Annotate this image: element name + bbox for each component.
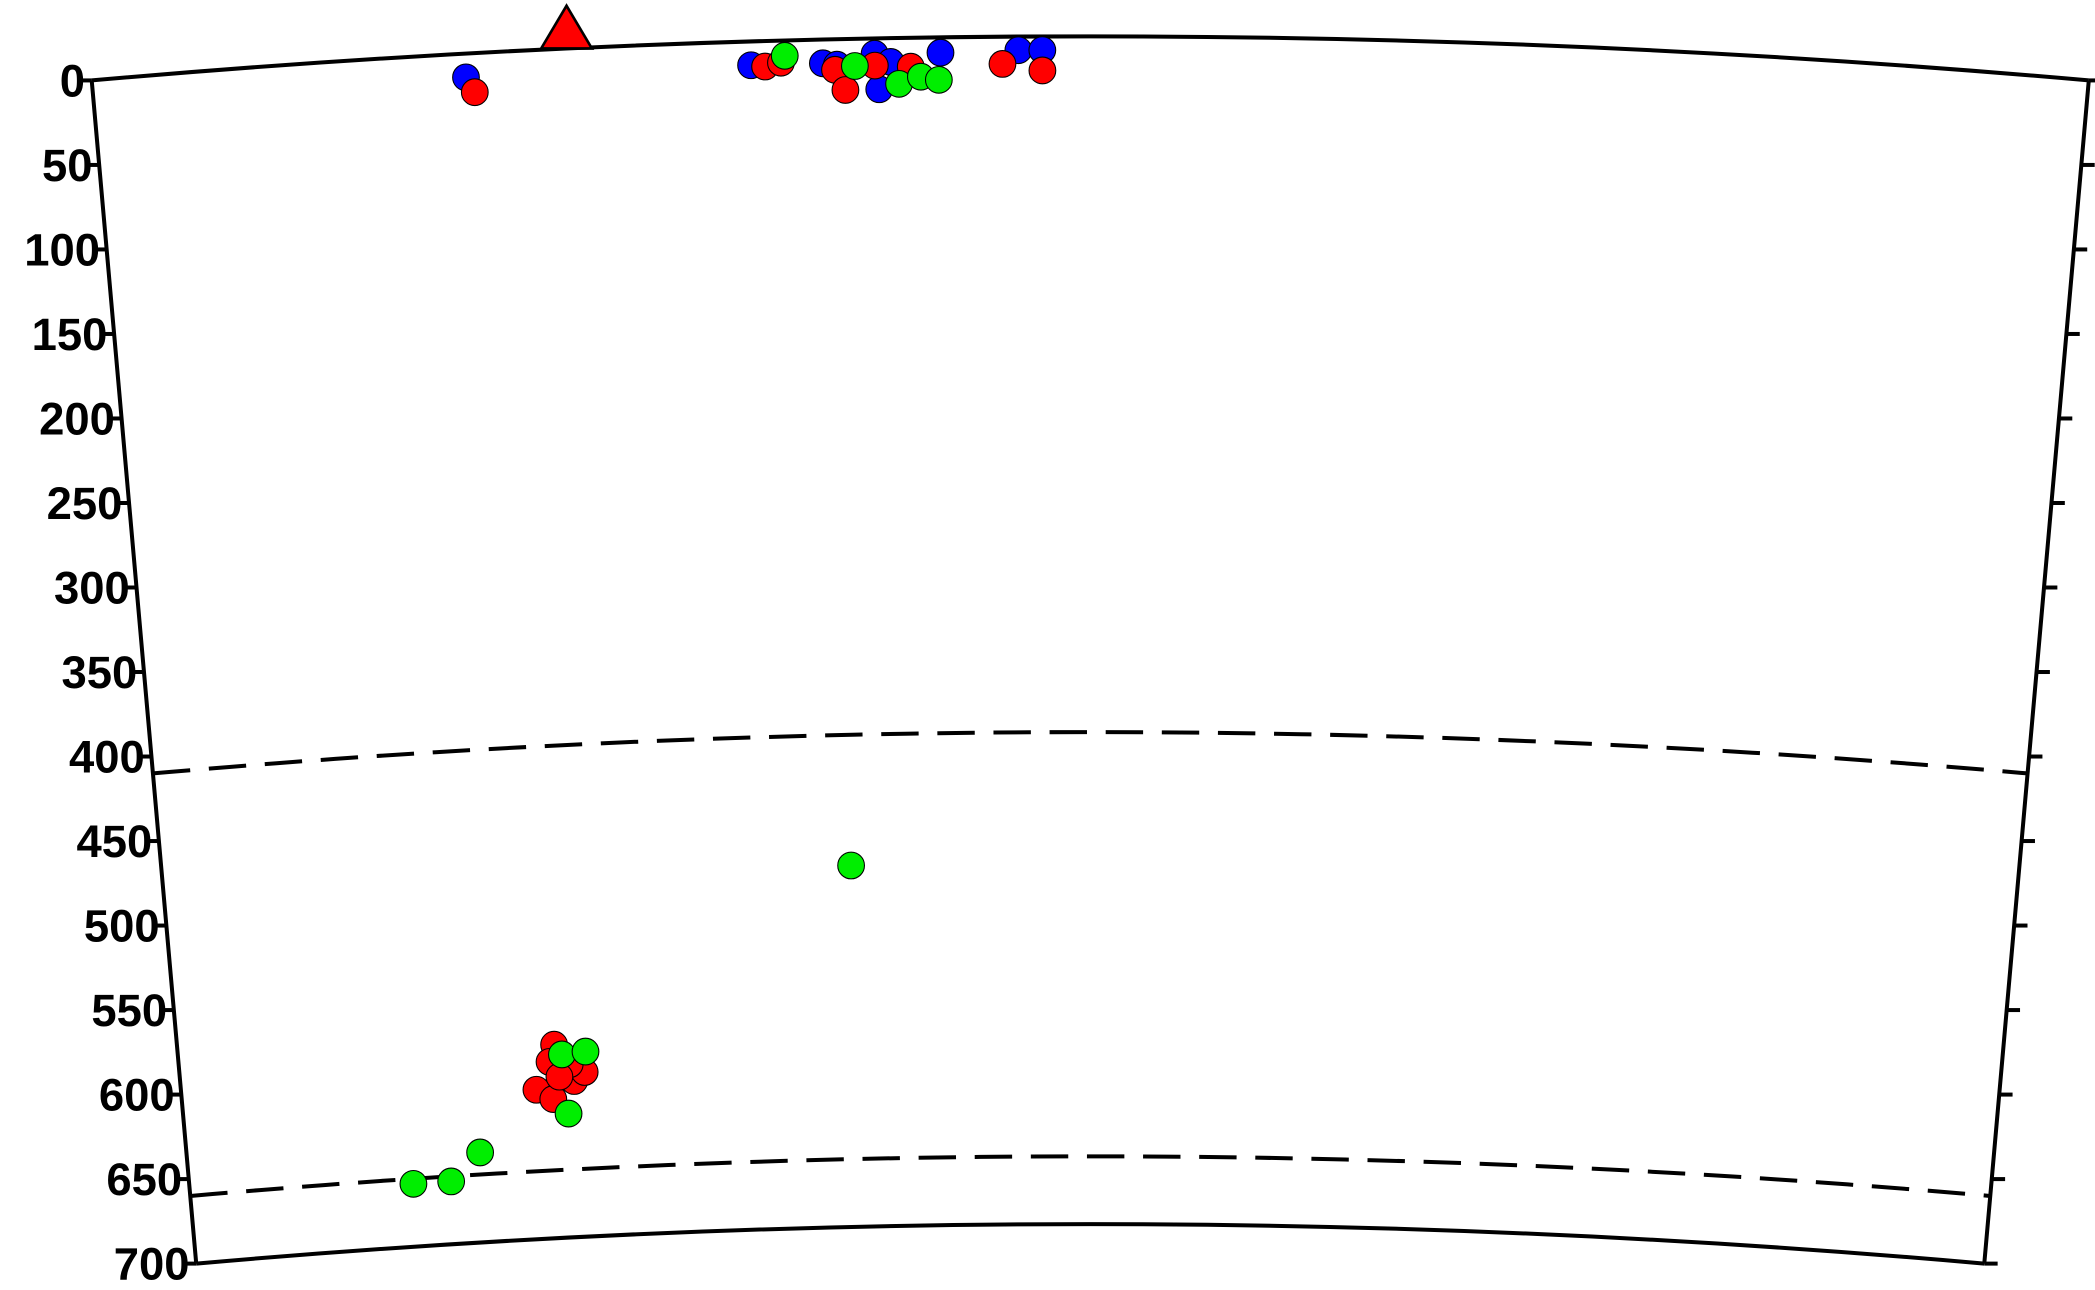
event: [571, 1037, 600, 1066]
event: [770, 41, 799, 70]
event: [554, 1099, 583, 1128]
y-tick-label: 0: [60, 55, 85, 106]
event: [548, 1040, 576, 1069]
y-tick-label: 350: [62, 647, 138, 698]
event: [831, 76, 860, 104]
station: [538, 3, 595, 50]
event: [988, 50, 1017, 78]
event: [399, 1169, 428, 1198]
y-tick-label: 550: [91, 985, 167, 1036]
event: [837, 851, 865, 880]
discontinuity: [152, 730, 2028, 776]
y-tick-label: 700: [114, 1239, 190, 1290]
y-tick-label: 200: [39, 393, 115, 444]
event: [924, 65, 953, 94]
y-tick-label: 50: [42, 140, 93, 191]
y-tick-label: 600: [99, 1070, 175, 1121]
discontinuity: [190, 1154, 1991, 1198]
y-tick-label: 650: [106, 1154, 182, 1205]
y-tick-label: 150: [32, 309, 108, 360]
event: [460, 78, 489, 107]
y-tick-label: 500: [84, 901, 160, 952]
event: [466, 1138, 495, 1167]
frame: [89, 34, 2091, 1266]
y-tick-label: 300: [54, 563, 130, 614]
y-tick-label: 400: [69, 732, 145, 783]
event: [437, 1167, 466, 1196]
y-tick-label: 100: [24, 224, 100, 275]
event: [1028, 56, 1057, 85]
event: [926, 38, 955, 67]
y-tick-label: 450: [76, 816, 152, 867]
event: [840, 52, 869, 80]
y-tick-label: 250: [47, 478, 123, 529]
